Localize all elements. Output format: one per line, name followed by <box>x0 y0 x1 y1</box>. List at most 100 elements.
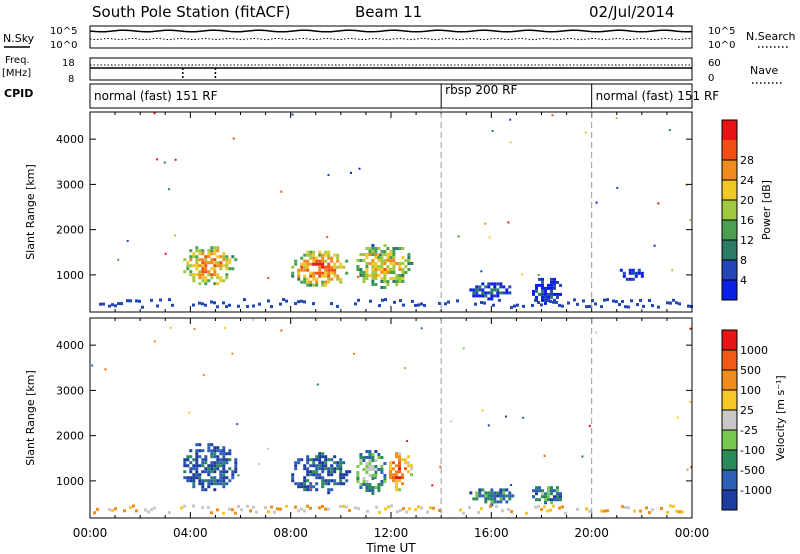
echo-cell-2 <box>380 286 384 289</box>
echo-cell-3 <box>395 485 398 489</box>
echo-cell-0 <box>207 479 211 483</box>
echo-cell-2 <box>401 280 405 283</box>
echo-cell-2 <box>371 453 375 456</box>
echo-cell-1 <box>333 268 337 272</box>
echo-cell-0 <box>216 458 220 462</box>
scatter-cell <box>276 507 279 511</box>
echo-cell-3 <box>395 470 398 474</box>
echo-cell-0 <box>192 467 196 471</box>
scatter-cell <box>114 507 117 511</box>
echo-cell-2 <box>362 456 366 459</box>
echo-cell-5 <box>547 498 550 502</box>
echo-cell-0 <box>216 261 220 265</box>
echo-cell-2 <box>380 268 384 271</box>
echo-cell-1 <box>315 458 319 462</box>
echo-cell-2 <box>380 250 384 253</box>
echo-cell-3 <box>499 285 503 289</box>
echo-cell-2 <box>356 477 360 480</box>
echo-cell-1 <box>333 455 337 459</box>
echo-cell-3 <box>496 288 500 292</box>
echo-cell-3 <box>392 467 395 471</box>
echo-cell-1 <box>306 485 310 489</box>
scatter-cell <box>555 300 558 304</box>
scatter-cell <box>300 299 303 303</box>
echo-cell-4 <box>484 497 488 501</box>
echo-cell-4 <box>547 283 550 287</box>
sparse-cell <box>358 167 361 170</box>
echo-cell-1 <box>333 479 337 483</box>
scatter-cell <box>384 298 387 302</box>
scatter-cell <box>399 508 402 512</box>
scatter-cell <box>306 504 309 508</box>
echo-cell-0 <box>219 461 223 465</box>
echo-cell-0 <box>219 464 223 468</box>
echo-cell-0 <box>222 449 226 453</box>
echo-cell-2 <box>359 274 363 277</box>
echo-cell-2 <box>356 259 360 262</box>
echo-cell-1 <box>306 268 310 272</box>
echo-cell-2 <box>368 453 372 456</box>
ytick-label-0: 1000 <box>56 269 84 282</box>
scatter-cell <box>402 507 405 511</box>
sparse-cell <box>491 130 494 132</box>
echo-cell-1 <box>297 458 301 462</box>
echo-cell-1 <box>309 488 313 492</box>
scatter-cell <box>561 304 564 308</box>
echo-cell-5 <box>634 274 638 278</box>
echo-cell-2 <box>365 471 369 474</box>
echo-cell-0 <box>201 270 205 274</box>
scatter-cell <box>480 301 483 305</box>
scatter-cell <box>606 509 609 513</box>
scatter-cell <box>426 510 429 514</box>
scatter-cell <box>378 304 381 308</box>
echo-cell-1 <box>312 485 316 489</box>
scatter-cell <box>120 302 123 306</box>
echo-cell-5 <box>553 495 556 499</box>
echo-cell-2 <box>392 259 396 262</box>
scatter-cell <box>681 510 684 514</box>
echo-cell-4 <box>508 494 512 498</box>
echo-cell-5 <box>553 489 556 493</box>
echo-cell-2 <box>356 465 360 468</box>
echo-cell-2 <box>374 265 378 268</box>
echo-cell-0 <box>213 470 217 474</box>
echo-cell-1 <box>345 473 349 477</box>
echo-cell-3 <box>398 461 401 465</box>
echo-cell-0 <box>195 461 199 465</box>
echo-cell-1 <box>318 253 322 257</box>
scatter-cell <box>141 305 144 309</box>
echo-cell-4 <box>481 494 485 498</box>
echo-cell-4 <box>496 494 500 498</box>
echo-cell-0 <box>219 255 223 259</box>
echo-cell-0 <box>195 261 199 265</box>
scatter-cell <box>633 509 636 513</box>
echo-cell-5 <box>535 489 538 493</box>
echo-cell-2 <box>374 465 378 468</box>
echo-cell-2 <box>365 450 369 453</box>
echo-cell-2 <box>365 465 369 468</box>
echo-cell-4 <box>505 488 509 492</box>
scatter-cell <box>99 302 102 306</box>
scatter-cell <box>516 303 519 307</box>
echo-cell-2 <box>380 471 384 474</box>
echo-cell-2 <box>392 280 396 283</box>
echo-cell-2 <box>374 486 378 489</box>
sparse-cell <box>156 158 159 161</box>
echo-cell-1 <box>327 268 331 272</box>
sparse-cell <box>595 201 598 204</box>
colorbar-frame <box>721 329 738 511</box>
freq-traces <box>90 64 692 80</box>
echo-cell-4 <box>535 289 538 293</box>
echo-cell-1 <box>315 277 319 281</box>
echo-cell-5 <box>550 486 553 490</box>
echo-cell-2 <box>392 277 396 280</box>
echo-cell-0 <box>186 479 190 483</box>
scatter-cell <box>126 299 129 303</box>
echo-cell-4 <box>490 488 494 492</box>
echo-cell-1 <box>348 470 352 474</box>
echo-cell-2 <box>377 259 381 262</box>
echo-cell-1 <box>300 268 304 272</box>
sparse-cell <box>668 129 671 132</box>
echo-cell-1 <box>309 280 313 284</box>
echo-cell-0 <box>195 464 199 468</box>
